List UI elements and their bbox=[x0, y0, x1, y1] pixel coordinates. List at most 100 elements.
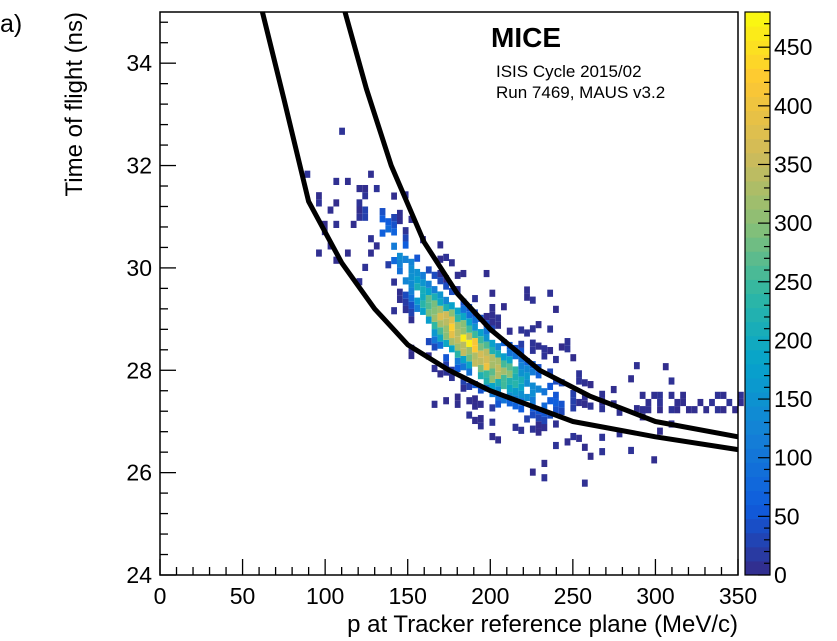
heatmap-cell bbox=[437, 269, 444, 278]
heatmap-cell bbox=[633, 362, 640, 370]
heatmap-cell bbox=[535, 385, 542, 393]
heatmap-cell bbox=[333, 256, 340, 264]
colorbar-tick-label: 400 bbox=[774, 93, 812, 119]
heatmap-cell bbox=[443, 397, 449, 405]
heatmap-cell bbox=[344, 249, 351, 257]
heatmap-cell bbox=[662, 363, 669, 371]
heatmap-cell bbox=[547, 382, 554, 390]
heatmap-cell bbox=[599, 448, 606, 456]
heatmap-cell bbox=[391, 256, 397, 265]
cut-curve-2 bbox=[342, 11, 739, 440]
heatmap-cell bbox=[437, 305, 444, 313]
heatmap-cell bbox=[385, 218, 392, 226]
heatmap-cell bbox=[633, 405, 640, 413]
heatmap-cell bbox=[460, 377, 467, 385]
heatmap-cell bbox=[524, 393, 530, 402]
heatmap-cell bbox=[443, 325, 449, 333]
heatmap-cell bbox=[408, 351, 415, 360]
heatmap-cell bbox=[454, 393, 461, 401]
heatmap-cell bbox=[645, 406, 652, 414]
heatmap-cell bbox=[391, 307, 397, 315]
heatmap-cell bbox=[396, 288, 403, 296]
heatmap-cell bbox=[529, 389, 536, 397]
heatmap-cell bbox=[506, 349, 513, 357]
heatmap-cell bbox=[431, 300, 438, 308]
heatmap-cell bbox=[431, 307, 438, 315]
heatmap-cell bbox=[460, 355, 467, 364]
y-tick-label: 32 bbox=[126, 153, 152, 179]
colorbar-segment bbox=[745, 82, 770, 97]
heatmap-cell bbox=[449, 287, 455, 296]
heatmap-cell bbox=[460, 327, 467, 335]
colorbar-tick-label: 100 bbox=[774, 445, 812, 471]
heatmap-cell bbox=[553, 441, 559, 450]
heatmap-cell bbox=[489, 354, 496, 362]
heatmap-cell bbox=[541, 474, 548, 482]
heatmap-cell bbox=[454, 357, 461, 365]
heatmap-cell bbox=[431, 364, 438, 373]
x-axis-ticks: 0 50 100 150 200 250 300 350 bbox=[154, 559, 757, 609]
heatmap-cell bbox=[460, 269, 467, 278]
heatmap-cell bbox=[674, 398, 681, 407]
heatmap-cell bbox=[437, 334, 444, 342]
heatmap-cell bbox=[449, 338, 455, 346]
heatmap-cell bbox=[472, 295, 478, 303]
heatmap-cell bbox=[610, 385, 617, 394]
heatmap-cell bbox=[449, 259, 455, 267]
heatmap-cell bbox=[518, 362, 525, 370]
heatmap-cell bbox=[506, 370, 513, 378]
heatmap-cell bbox=[518, 376, 525, 384]
heatmap-cell bbox=[431, 336, 438, 344]
heatmap-cell bbox=[385, 225, 392, 233]
heatmap-cell bbox=[396, 216, 403, 225]
heatmap-cell bbox=[391, 242, 397, 250]
heatmap-cell bbox=[483, 355, 490, 364]
run-label: Run 7469, MAUS v3.2 bbox=[496, 83, 665, 102]
heatmap-cell bbox=[558, 343, 565, 351]
heatmap-cell bbox=[420, 271, 426, 280]
colorbar-segment bbox=[745, 434, 770, 449]
heatmap-cell bbox=[477, 372, 484, 380]
heatmap-cell bbox=[414, 297, 421, 305]
heatmap-cell bbox=[408, 280, 415, 288]
heatmap-cell bbox=[396, 259, 403, 268]
heatmap-cell bbox=[529, 425, 536, 433]
heatmap-cell bbox=[553, 420, 559, 428]
heatmap-cell bbox=[501, 374, 507, 382]
heatmap-cell bbox=[547, 346, 554, 355]
heatmap-cell bbox=[443, 311, 449, 319]
heatmap-cell bbox=[443, 282, 449, 290]
heatmap-cell bbox=[431, 293, 438, 301]
heatmap-cell bbox=[501, 367, 507, 375]
heatmap-cell bbox=[587, 381, 594, 389]
colorbar-tick-label: 50 bbox=[774, 503, 800, 529]
colorbar-segment bbox=[745, 279, 770, 294]
x-tick-label: 300 bbox=[636, 583, 674, 609]
colorbar-ticks: 0 50 100 150 200 250 300 350 400 450 bbox=[758, 11, 812, 588]
heatmap-cell bbox=[483, 334, 490, 342]
heatmap-cell bbox=[420, 286, 426, 294]
heatmap-cell bbox=[541, 345, 548, 353]
heatmap-cell bbox=[391, 214, 397, 222]
cut-curve-1 bbox=[259, 11, 739, 453]
heatmap-cell bbox=[518, 355, 525, 363]
colorbar-segment bbox=[745, 392, 770, 407]
heatmap-cell bbox=[477, 386, 484, 394]
heatmap-cell bbox=[501, 303, 507, 311]
heatmap-cell bbox=[408, 287, 415, 295]
heatmap-cell bbox=[477, 422, 484, 430]
heatmap-cell bbox=[466, 346, 473, 355]
heatmap-cell bbox=[396, 209, 403, 217]
heatmap-cell bbox=[524, 293, 530, 301]
heatmap-cell bbox=[506, 384, 513, 393]
heatmap-cell bbox=[333, 177, 340, 185]
heatmap-cell bbox=[449, 309, 455, 317]
heatmap-cell bbox=[529, 346, 536, 354]
heatmap-cell bbox=[674, 406, 681, 414]
heatmap-cell bbox=[581, 479, 588, 487]
cycle-label: ISIS Cycle 2015/02 bbox=[496, 62, 642, 81]
heatmap-cell bbox=[472, 352, 478, 360]
heatmap-cell bbox=[414, 254, 421, 262]
heatmap-cell bbox=[356, 206, 363, 214]
heatmap-cell bbox=[327, 206, 334, 214]
